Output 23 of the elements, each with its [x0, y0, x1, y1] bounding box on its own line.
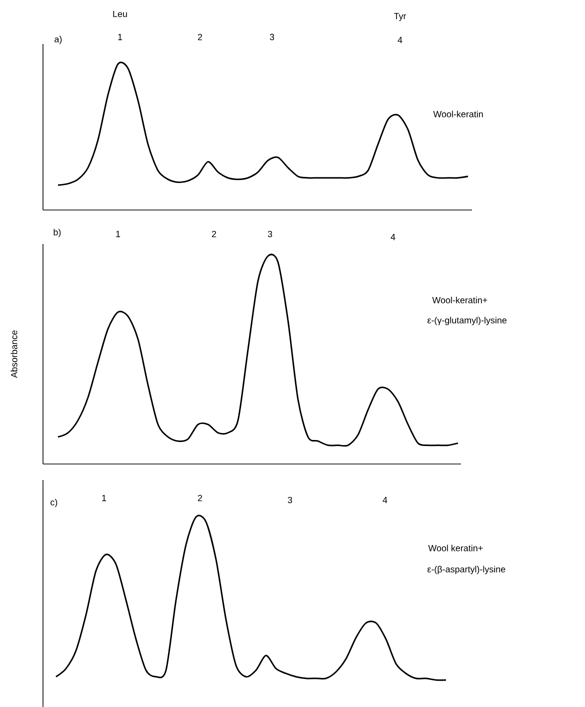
y-axis-title: Absorbance: [10, 330, 18, 378]
annotation: ε-(γ-glutamyl)-lysine: [428, 316, 507, 326]
text: a): [54, 36, 62, 44]
text: 4: [382, 496, 388, 504]
text: 3: [270, 34, 274, 40]
text: 4: [390, 234, 396, 240]
annotation: Wool-keratin+: [432, 296, 488, 304]
text: 1: [116, 230, 120, 238]
annotation: Wool-keratin: [433, 110, 483, 118]
text: 1: [118, 34, 122, 40]
text: c): [50, 498, 58, 508]
text: 2: [212, 230, 216, 238]
text: 1: [102, 494, 106, 502]
text: 2: [198, 494, 202, 502]
text: 2: [198, 34, 202, 40]
text: Tyr: [394, 12, 406, 22]
annotation: ε-(β-aspartyl)-lysine: [428, 566, 506, 574]
annotation: Wool keratin+: [428, 544, 483, 552]
text: Leu: [113, 10, 127, 18]
text: b): [54, 228, 61, 238]
text: 3: [288, 496, 292, 504]
text: 3: [268, 230, 272, 238]
text: 4: [398, 36, 402, 44]
